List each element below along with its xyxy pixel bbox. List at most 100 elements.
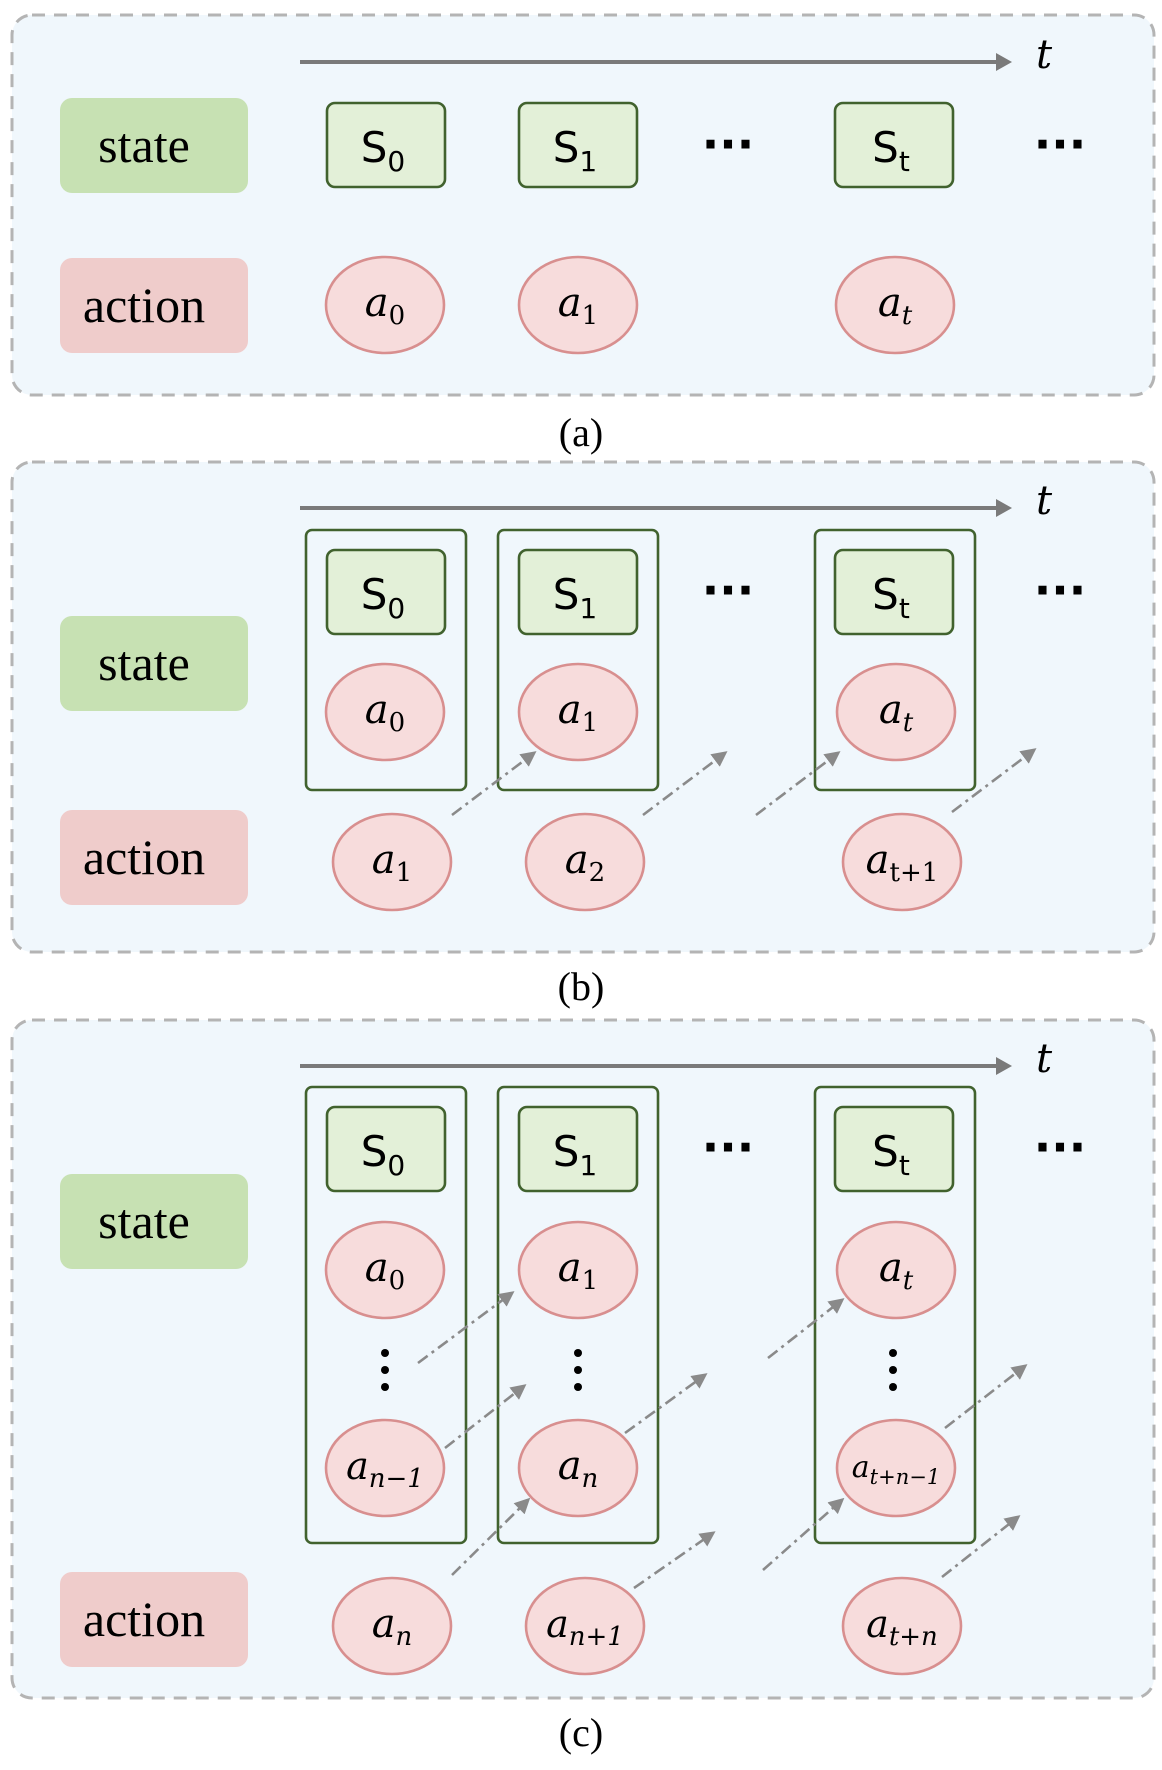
svg-text:a1: a1 [558,687,598,738]
action-subscript: 1 [582,301,599,331]
row-label-action-text: action [83,277,205,333]
action-symbol: a [852,1450,870,1485]
svg-text:S1: S1 [553,1127,598,1182]
svg-text:an−1: an−1 [346,1444,424,1494]
svg-text:an: an [372,1601,413,1652]
svg-text:a1: a1 [558,280,598,331]
action-symbol: a [372,837,396,883]
svg-text:at+n: at+n [866,1602,938,1652]
time-axis-label: t [1036,478,1053,524]
svg-text:at+1: at+1 [866,837,939,888]
action-symbol: a [558,687,582,733]
action-subscript: 1 [396,858,413,888]
svg-text:a1: a1 [372,837,412,888]
ellipsis: ··· [702,1120,754,1174]
svg-text:an: an [558,1443,599,1494]
action-node: an [331,1576,453,1676]
action-symbol: a [546,1602,569,1646]
action-symbol: a [866,837,890,883]
state-symbol: S [361,570,388,619]
state-node: S1 [517,101,639,189]
panel-caption: (a) [559,410,603,455]
action-symbol: a [866,1602,889,1646]
row-label-state: state [60,98,248,193]
svg-text:at+n−1: at+n−1 [852,1450,940,1489]
action-node: at+n [841,1576,963,1676]
state-symbol: S [361,1127,388,1176]
ellipsis: ··· [702,563,754,617]
svg-text:a1: a1 [558,1245,598,1296]
row-label-state: state [60,616,248,711]
action-symbol: a [372,1601,396,1647]
action-subscript: 0 [389,708,406,738]
ellipsis: ··· [702,117,754,171]
action-symbol: a [558,1443,582,1489]
svg-text:St: St [872,123,910,178]
svg-text:S1: S1 [553,123,598,178]
state-subscript: 0 [387,1149,405,1182]
action-symbol: a [879,687,903,733]
shift-arrow [767,1298,845,1360]
state-symbol: S [872,1127,899,1176]
state-subscript: 1 [579,145,597,178]
vertical-ellipsis [574,1349,582,1391]
action-symbol: a [365,280,389,326]
state-action-group: S0 a0 [304,528,468,792]
action-subscript: n [396,1622,413,1652]
svg-text:an+1: an+1 [546,1602,624,1652]
action-subscript: 2 [589,858,606,888]
svg-text:a0: a0 [365,1245,405,1296]
action-subscript: t+1 [890,858,939,888]
action-node: an+1 [524,1576,646,1676]
state-subscript: 0 [387,592,405,625]
vertical-ellipsis [889,1349,897,1391]
panel-b-time-axis: t [300,478,1053,524]
action-subscript: t [903,708,914,738]
state-subscript: t [899,592,910,625]
state-subscript: t [899,1149,910,1182]
state-symbol: S [553,123,580,172]
panel-caption: (c) [559,1710,603,1755]
action-subscript: 1 [582,708,599,738]
time-axis-label: t [1036,1036,1053,1082]
state-action-group: S1 a1 [496,528,660,792]
state-symbol: S [553,1127,580,1176]
vertical-ellipsis [381,1349,389,1391]
shift-arrow [642,751,728,817]
action-subscript: 1 [582,1266,599,1296]
shift-arrow [444,1384,527,1450]
action-subscript: t [902,301,913,331]
action-symbol: a [565,837,589,883]
state-action-group: S1 a1 an [496,1085,660,1545]
shift-arrow [624,1373,708,1435]
shift-arrow [944,1364,1028,1430]
panel-a-time-axis: t [300,32,1053,78]
svg-text:a0: a0 [365,687,405,738]
row-label-action-text: action [83,1591,205,1647]
panel-c: t state action S0 a0 an−1 S1 [10,1018,1156,1755]
shift-arrow [762,1497,845,1571]
shift-arrow [941,1515,1021,1579]
action-symbol: a [558,1245,582,1291]
row-label-action: action [60,1572,248,1667]
ellipsis: ··· [1034,1120,1086,1174]
state-node: S0 [325,101,447,189]
svg-text:S0: S0 [361,570,406,625]
svg-text:S0: S0 [361,1127,406,1182]
action-subscript: t+n [889,1622,938,1652]
panel-c-time-axis: t [300,1036,1053,1082]
shift-arrow [755,751,841,817]
action-node: at [834,255,956,355]
state-subscript: 1 [579,592,597,625]
shift-arrow [633,1531,716,1590]
row-label-state-text: state [98,1193,190,1249]
svg-text:at: at [879,1245,914,1296]
action-symbol: a [365,687,389,733]
action-subscript: n [582,1464,599,1494]
state-symbol: S [361,123,388,172]
time-axis-label: t [1036,32,1053,78]
svg-text:at: at [878,280,913,331]
action-subscript: t+n−1 [870,1465,941,1489]
action-subscript: t [903,1266,914,1296]
